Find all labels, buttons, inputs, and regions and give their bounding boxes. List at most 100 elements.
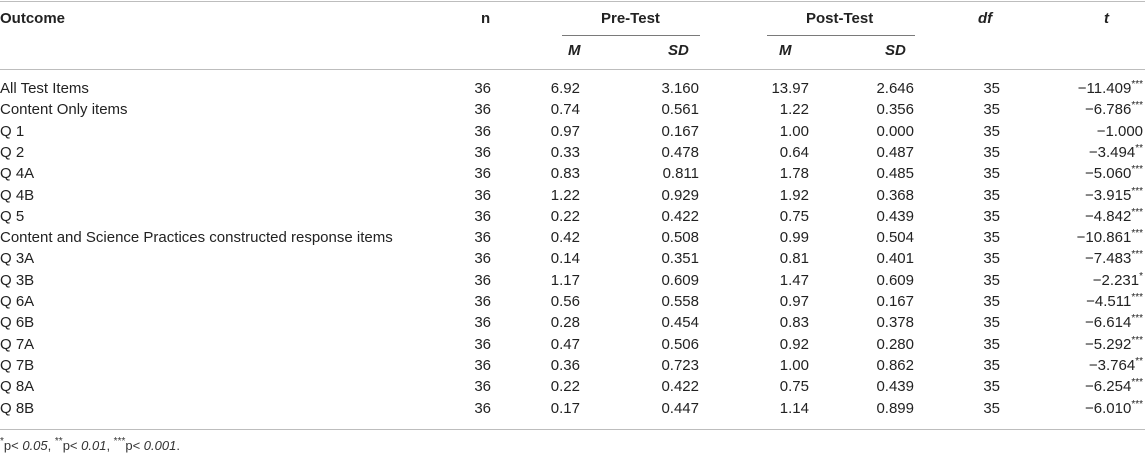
cell-t-significance: ***	[1131, 398, 1143, 410]
cell-t-significance: ***	[1131, 164, 1143, 176]
cell-post-m: 1.00	[779, 356, 809, 374]
cell-outcome: Q 8B	[0, 399, 35, 417]
cell-post-m: 0.92	[779, 335, 809, 353]
cell-df: 35	[983, 207, 1000, 225]
cell-post-sd: 0.609	[876, 271, 914, 289]
footnote-sig-2: **	[54, 436, 63, 447]
cell-n: 36	[474, 356, 491, 374]
cell-pre-sd: 0.609	[661, 271, 699, 289]
cell-pre-m: 0.22	[550, 378, 580, 396]
cell-pre-sd: 0.478	[661, 143, 699, 161]
cell-post-sd: 0.000	[876, 122, 914, 140]
cell-pre-sd: 0.558	[661, 293, 699, 310]
header-n: n	[481, 10, 491, 27]
cell-t-value: −2.231	[1092, 271, 1140, 289]
cell-df: 35	[983, 250, 1000, 268]
cell-df: 35	[983, 293, 1000, 310]
table-row: Q 6A 36 0.56 0.558 0.97 0.167 35 −4.511***	[0, 292, 1145, 312]
cell-pre-m: 0.97	[550, 122, 580, 140]
table-row: Q 8A 36 0.22 0.422 0.75 0.439 35 −6.254***	[0, 377, 1145, 397]
cell-n: 36	[474, 335, 491, 353]
cell-pre-m: 6.92	[550, 80, 580, 97]
table-row: All Test Items 36 6.92 3.160 13.97 2.646 35 −11…	[0, 79, 1145, 99]
cell-n: 36	[474, 271, 491, 289]
cell-n: 36	[474, 293, 491, 310]
cell-t-significance: ***	[1131, 79, 1143, 90]
cell-post-m: 1.92	[779, 186, 809, 204]
footnote-sig-1: *	[0, 436, 4, 447]
header-post-sd: SD	[885, 42, 906, 59]
cell-n: 36	[474, 143, 491, 161]
cell-post-m: 1.14	[779, 399, 809, 417]
cell-df: 35	[983, 165, 1000, 183]
table-row: Q 4B 36 1.22 0.929 1.92 0.368 35 −3.915***	[0, 186, 1145, 206]
cell-post-m: 1.00	[779, 122, 809, 140]
header-pre-test: Pre-Test	[601, 10, 660, 27]
cell-n: 36	[474, 399, 491, 417]
cell-post-m: 0.83	[779, 314, 809, 332]
cell-t-value: −6.010	[1085, 399, 1132, 417]
cell-outcome: Q 4A	[0, 165, 35, 183]
cell-n: 36	[474, 101, 491, 119]
cell-t-significance: **	[1135, 142, 1143, 154]
footnote-text-3: p<	[125, 438, 144, 453]
cell-t-significance: ***	[1131, 249, 1143, 261]
cell-outcome: Q 2	[0, 143, 25, 161]
header-t: t	[1104, 10, 1109, 27]
cell-post-sd: 0.401	[876, 250, 914, 268]
table-row: Q 1 36 0.97 0.167 1.00 0.000 35 −1.000	[0, 122, 1145, 142]
footnote-sep-1: ,	[47, 438, 55, 453]
header-post-m: M	[779, 42, 792, 59]
cell-t-significance: ***	[1131, 292, 1143, 303]
cell-t: −2.231*	[1093, 271, 1143, 291]
cell-df: 35	[983, 314, 1000, 332]
table-top-rule	[0, 1, 1145, 2]
header-post-test: Post-Test	[806, 10, 874, 27]
header-df: df	[978, 10, 993, 27]
footnote-value-2: 0.01	[81, 438, 107, 453]
cell-t: −5.060***	[1085, 164, 1143, 184]
cell-t-significance: *	[1139, 270, 1143, 282]
cell-pre-sd: 0.508	[661, 229, 699, 247]
cell-post-sd: 0.899	[876, 399, 914, 417]
cell-post-sd: 0.167	[876, 293, 914, 310]
cell-df: 35	[983, 122, 1000, 140]
cell-n: 36	[474, 80, 491, 97]
cell-post-m: 0.64	[779, 143, 809, 161]
cell-pre-sd: 3.160	[661, 80, 699, 97]
cell-pre-sd: 0.929	[661, 186, 699, 204]
footnote-value-1: 0.05	[22, 438, 48, 453]
cell-n: 36	[474, 314, 491, 332]
cell-post-sd: 0.504	[876, 229, 914, 247]
table-row: Q 4A 36 0.83 0.811 1.78 0.485 35 −5.060***	[0, 164, 1145, 184]
cell-outcome: Q 4B	[0, 186, 35, 204]
cell-pre-m: 0.36	[550, 356, 580, 374]
cell-t-significance: ***	[1131, 185, 1143, 197]
cell-t-value: −3.915	[1085, 186, 1132, 204]
cell-t-value: −6.254	[1085, 378, 1132, 396]
cell-post-sd: 0.356	[876, 101, 914, 119]
cell-t-significance: ***	[1131, 100, 1143, 112]
cell-t: −6.614***	[1085, 313, 1143, 333]
cell-post-sd: 0.485	[876, 165, 914, 183]
footnote-value-3: 0.001	[143, 438, 177, 453]
cell-df: 35	[983, 101, 1000, 119]
footnote-sig-3: ***	[113, 436, 126, 447]
cell-pre-sd: 0.811	[662, 165, 699, 183]
cell-n: 36	[474, 250, 491, 268]
cell-pre-sd: 0.506	[661, 335, 699, 353]
cell-n: 36	[474, 207, 491, 225]
table-row: Content Only items 36 0.74 0.561 1.22 0.356 35…	[0, 100, 1145, 120]
cell-outcome: Q 6A	[0, 293, 35, 310]
cell-t-significance: ***	[1131, 334, 1143, 346]
cell-df: 35	[983, 399, 1000, 417]
cell-outcome: Q 7A	[0, 335, 35, 353]
cell-outcome: Q 7B	[0, 356, 35, 374]
cell-df: 35	[983, 143, 1000, 161]
cell-t-value: −3.494	[1088, 143, 1136, 161]
cell-n: 36	[474, 186, 491, 204]
cell-df: 35	[983, 80, 1000, 97]
cell-t: −3.915***	[1085, 186, 1143, 206]
cell-pre-m: 0.17	[550, 399, 580, 417]
cell-t: −6.254***	[1085, 377, 1143, 397]
